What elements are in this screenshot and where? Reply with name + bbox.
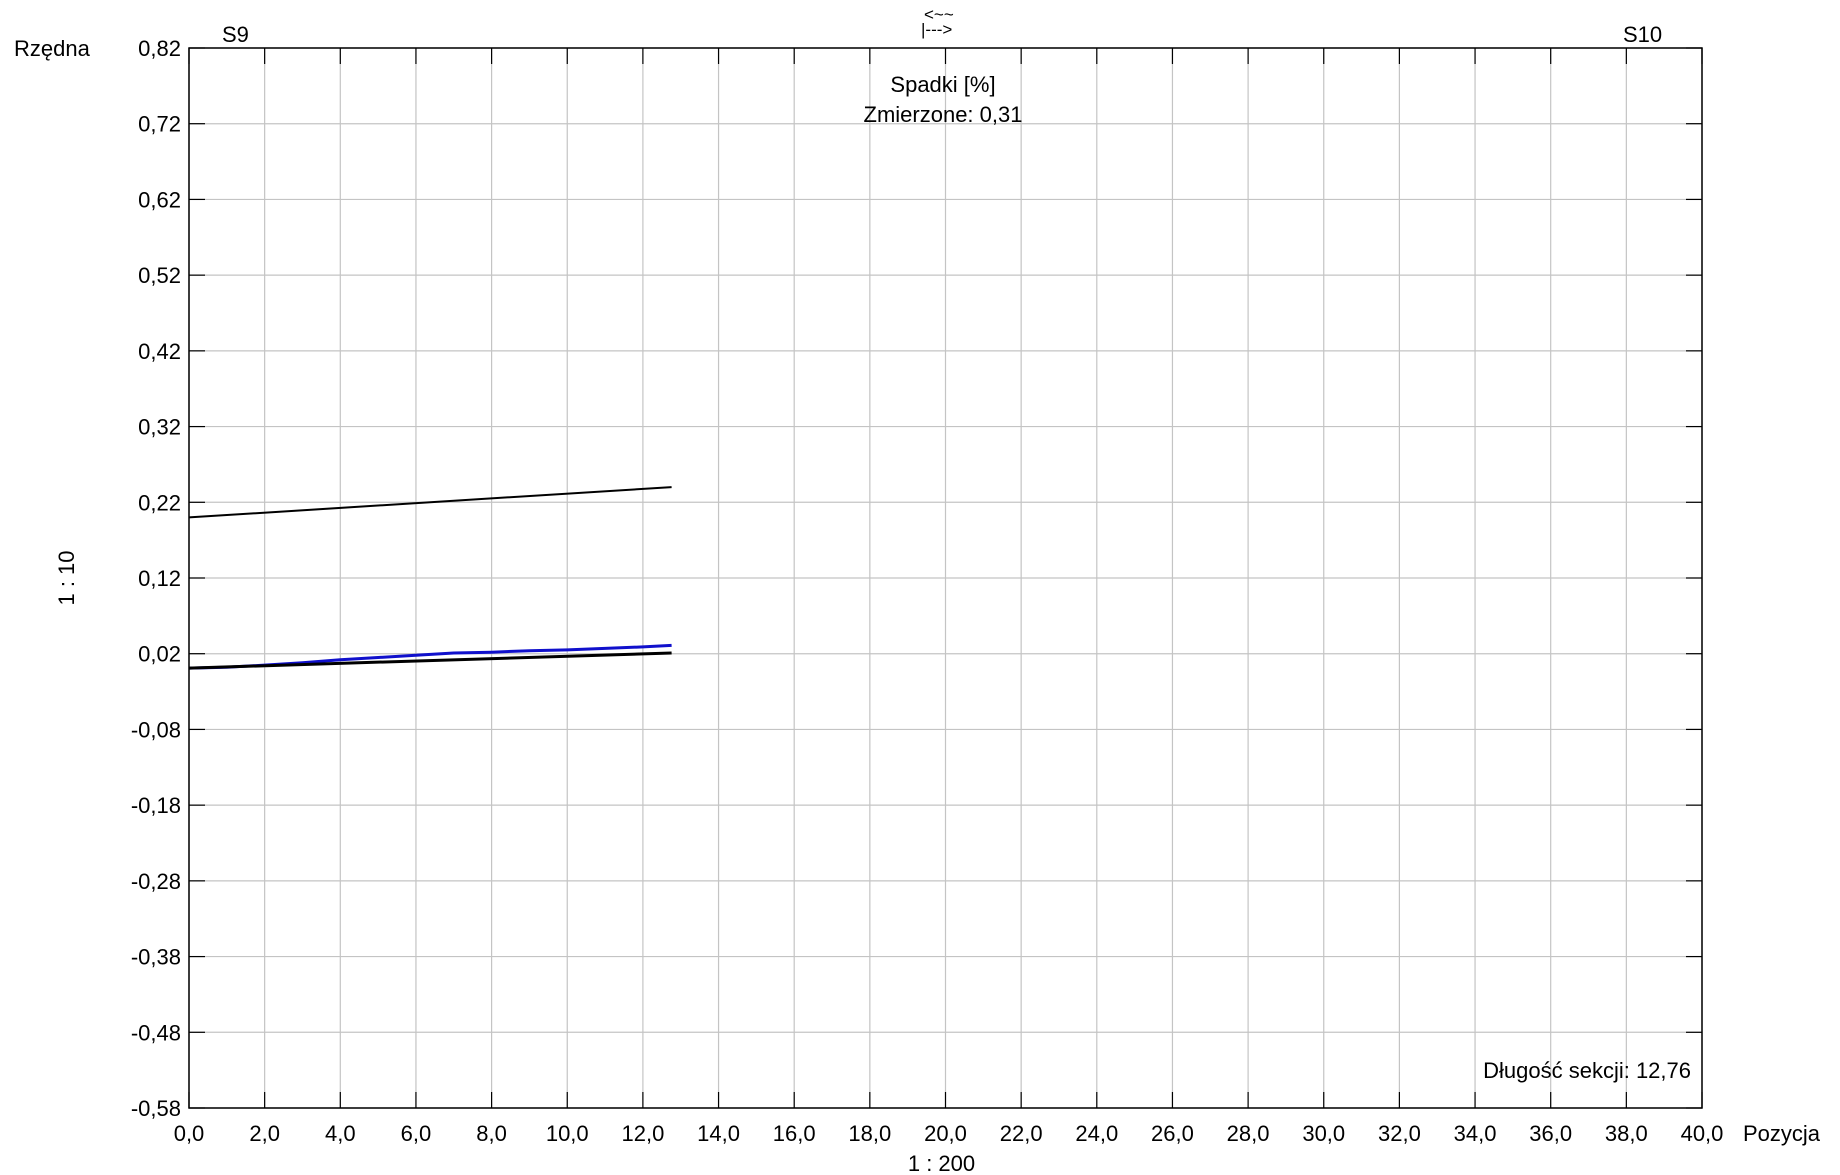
x-tick-label: 18,0 <box>848 1121 891 1146</box>
x-tick-label: 6,0 <box>401 1121 432 1146</box>
direction-marker-bottom: |---> <box>921 20 952 39</box>
series-line <box>188 651 672 670</box>
x-tick-label: 28,0 <box>1227 1121 1270 1146</box>
y-scale-label: 1 : 10 <box>54 550 79 605</box>
x-tick-label: 24,0 <box>1075 1121 1118 1146</box>
x-tick-label: 12,0 <box>621 1121 664 1146</box>
slopes-measured: Zmierzone: 0,31 <box>864 102 1023 127</box>
grid-lines <box>188 47 1703 1109</box>
y-tick-label: 0,82 <box>138 36 181 61</box>
y-tick-label: 0,62 <box>138 187 181 212</box>
x-tick-label: 0,0 <box>174 1121 205 1146</box>
x-tick-label: 40,0 <box>1681 1121 1724 1146</box>
y-tick-label: -0,08 <box>131 717 181 742</box>
series-line <box>188 486 672 519</box>
data-series <box>188 486 672 670</box>
x-tick-label: 32,0 <box>1378 1121 1421 1146</box>
y-tick-label: 0,72 <box>138 112 181 137</box>
y-tick-label: -0,38 <box>131 945 181 970</box>
x-tick-label: 34,0 <box>1454 1121 1497 1146</box>
x-tick-label: 36,0 <box>1529 1121 1572 1146</box>
y-tick-label: -0,28 <box>131 869 181 894</box>
x-tick-label: 30,0 <box>1302 1121 1345 1146</box>
y-tick-label: -0,48 <box>131 1020 181 1045</box>
x-tick-label: 8,0 <box>476 1121 507 1146</box>
y-tick-label: 0,52 <box>138 263 181 288</box>
y-tick-label: -0,58 <box>131 1096 181 1121</box>
x-tick-label: 4,0 <box>325 1121 356 1146</box>
plot-frame <box>188 47 1703 1109</box>
x-tick-label: 38,0 <box>1605 1121 1648 1146</box>
x-tick-label: 16,0 <box>773 1121 816 1146</box>
section-length-label: Długość sekcji: 12,76 <box>1483 1058 1691 1083</box>
x-axis-label: Pozycja <box>1743 1121 1821 1146</box>
x-tick-label: 20,0 <box>924 1121 967 1146</box>
section-start-label: S9 <box>222 22 249 47</box>
section-end-label: S10 <box>1623 22 1662 47</box>
y-tick-label: 0,02 <box>138 642 181 667</box>
tick-labels: 0,0 2,0 4,0 6,0 8,0 10,0 12,0 14,0 16,0 18,0 20,0 2… <box>131 36 1724 1146</box>
y-tick-label: -0,18 <box>131 793 181 818</box>
x-scale-label: 1 : 200 <box>908 1151 975 1175</box>
slopes-title: Spadki [%] <box>890 72 995 97</box>
y-tick-label: 0,12 <box>138 566 181 591</box>
x-tick-label: 14,0 <box>697 1121 740 1146</box>
direction-marker-top: <~~ <box>924 5 954 24</box>
y-axis-label: Rzędna <box>14 36 91 61</box>
y-tick-label: 0,32 <box>138 415 181 440</box>
y-tick-label: 0,42 <box>138 339 181 364</box>
x-tick-label: 22,0 <box>1000 1121 1043 1146</box>
x-tick-label: 2,0 <box>249 1121 280 1146</box>
x-tick-label: 26,0 <box>1151 1121 1194 1146</box>
y-tick-label: 0,22 <box>138 490 181 515</box>
x-tick-label: 10,0 <box>546 1121 589 1146</box>
